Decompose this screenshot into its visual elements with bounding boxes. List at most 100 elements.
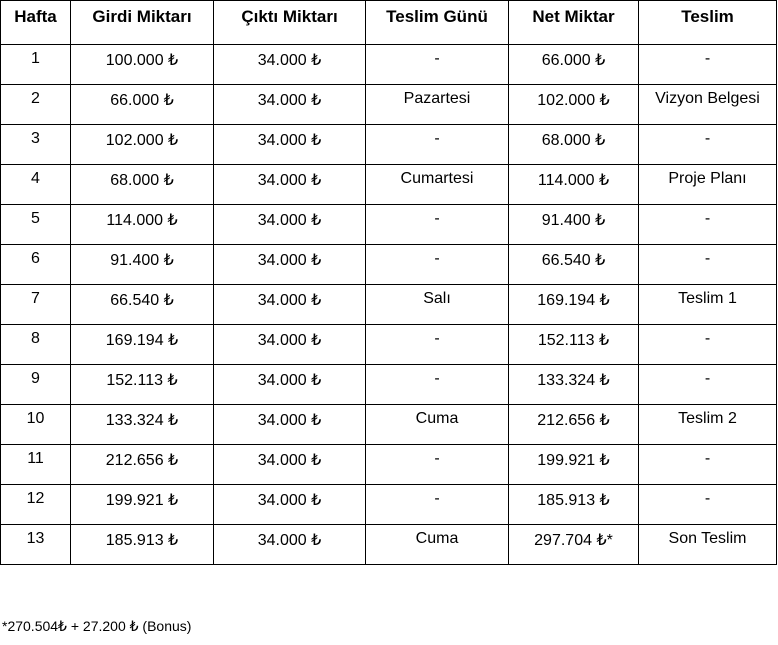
cell-cikti: 34.000 ₺ xyxy=(213,124,366,165)
cell-teslim: - xyxy=(638,484,777,525)
table-row: 5 114.000 ₺ 34.000 ₺ - 91.400 ₺ - xyxy=(0,204,777,245)
cell-girdi: 114.000 ₺ xyxy=(70,204,214,245)
header-cikti-miktari: Çıktı Miktarı xyxy=(213,0,366,45)
cell-hafta: 10 xyxy=(0,404,71,445)
cell-cikti: 34.000 ₺ xyxy=(213,164,366,205)
cell-cikti: 34.000 ₺ xyxy=(213,324,366,365)
cell-teslim-gunu: - xyxy=(365,124,509,165)
cell-teslim: Son Teslim xyxy=(638,524,777,565)
cell-teslim: - xyxy=(638,124,777,165)
cell-cikti: 34.000 ₺ xyxy=(213,444,366,485)
cell-teslim-gunu: Salı xyxy=(365,284,509,325)
cell-cikti: 34.000 ₺ xyxy=(213,484,366,525)
cell-hafta: 7 xyxy=(0,284,71,325)
cell-teslim-gunu: - xyxy=(365,324,509,365)
table-row: 2 66.000 ₺ 34.000 ₺ Pazartesi 102.000 ₺ … xyxy=(0,84,777,125)
cell-net: 152.113 ₺ xyxy=(508,324,639,365)
cell-cikti: 34.000 ₺ xyxy=(213,44,366,85)
cell-girdi: 133.324 ₺ xyxy=(70,404,214,445)
table-row: 11 212.656 ₺ 34.000 ₺ - 199.921 ₺ - xyxy=(0,444,777,485)
cell-hafta: 9 xyxy=(0,364,71,405)
cell-net: 102.000 ₺ xyxy=(508,84,639,125)
cell-teslim-gunu: Cuma xyxy=(365,524,509,565)
table-row: 10 133.324 ₺ 34.000 ₺ Cuma 212.656 ₺ Tes… xyxy=(0,404,777,445)
cell-girdi: 68.000 ₺ xyxy=(70,164,214,205)
cell-net: 66.000 ₺ xyxy=(508,44,639,85)
cell-hafta: 12 xyxy=(0,484,71,525)
cell-teslim-gunu: - xyxy=(365,44,509,85)
cell-teslim-gunu: Cuma xyxy=(365,404,509,445)
header-net-miktar: Net Miktar xyxy=(508,0,639,45)
cell-girdi: 199.921 ₺ xyxy=(70,484,214,525)
cell-hafta: 2 xyxy=(0,84,71,125)
cell-cikti: 34.000 ₺ xyxy=(213,284,366,325)
cell-net: 297.704 ₺* xyxy=(508,524,639,565)
table-row: 3 102.000 ₺ 34.000 ₺ - 68.000 ₺ - xyxy=(0,124,777,165)
cell-cikti: 34.000 ₺ xyxy=(213,404,366,445)
table-row: 6 91.400 ₺ 34.000 ₺ - 66.540 ₺ - xyxy=(0,244,777,285)
cell-net: 114.000 ₺ xyxy=(508,164,639,205)
cell-teslim-gunu: Cumartesi xyxy=(365,164,509,205)
cell-net: 212.656 ₺ xyxy=(508,404,639,445)
header-girdi-miktari: Girdi Miktarı xyxy=(70,0,214,45)
cell-teslim-gunu: - xyxy=(365,204,509,245)
cell-net: 91.400 ₺ xyxy=(508,204,639,245)
cell-teslim-gunu: - xyxy=(365,444,509,485)
cell-teslim-gunu: - xyxy=(365,364,509,405)
cell-girdi: 91.400 ₺ xyxy=(70,244,214,285)
cell-cikti: 34.000 ₺ xyxy=(213,84,366,125)
header-teslim: Teslim xyxy=(638,0,777,45)
cell-cikti: 34.000 ₺ xyxy=(213,244,366,285)
cell-girdi: 185.913 ₺ xyxy=(70,524,214,565)
cell-hafta: 1 xyxy=(0,44,71,85)
cell-teslim: Vizyon Belgesi xyxy=(638,84,777,125)
cell-hafta: 5 xyxy=(0,204,71,245)
cell-girdi: 169.194 ₺ xyxy=(70,324,214,365)
cell-cikti: 34.000 ₺ xyxy=(213,364,366,405)
table-body: 1 100.000 ₺ 34.000 ₺ - 66.000 ₺ - 2 66.0… xyxy=(0,44,777,565)
cell-hafta: 13 xyxy=(0,524,71,565)
cell-net: 68.000 ₺ xyxy=(508,124,639,165)
cell-hafta: 11 xyxy=(0,444,71,485)
cell-teslim: - xyxy=(638,444,777,485)
cell-cikti: 34.000 ₺ xyxy=(213,524,366,565)
cell-hafta: 8 xyxy=(0,324,71,365)
cell-girdi: 66.000 ₺ xyxy=(70,84,214,125)
footnote: *270.504₺ + 27.200 ₺ (Bonus) xyxy=(2,618,192,634)
cell-cikti: 34.000 ₺ xyxy=(213,204,366,245)
cell-teslim-gunu: - xyxy=(365,244,509,285)
cell-teslim: - xyxy=(638,204,777,245)
cell-teslim: - xyxy=(638,364,777,405)
cell-teslim: - xyxy=(638,324,777,365)
cell-teslim: Teslim 2 xyxy=(638,404,777,445)
cell-teslim: Teslim 1 xyxy=(638,284,777,325)
cell-net: 133.324 ₺ xyxy=(508,364,639,405)
cell-girdi: 152.113 ₺ xyxy=(70,364,214,405)
table-row: 13 185.913 ₺ 34.000 ₺ Cuma 297.704 ₺* So… xyxy=(0,524,777,565)
cell-net: 66.540 ₺ xyxy=(508,244,639,285)
cell-net: 169.194 ₺ xyxy=(508,284,639,325)
table-header-row: Hafta Girdi Miktarı Çıktı Miktarı Teslim… xyxy=(0,0,777,45)
cell-teslim: - xyxy=(638,44,777,85)
cell-teslim-gunu: - xyxy=(365,484,509,525)
cell-hafta: 3 xyxy=(0,124,71,165)
cell-hafta: 6 xyxy=(0,244,71,285)
cell-girdi: 102.000 ₺ xyxy=(70,124,214,165)
table-row: 12 199.921 ₺ 34.000 ₺ - 185.913 ₺ - xyxy=(0,484,777,525)
weekly-schedule-table: Hafta Girdi Miktarı Çıktı Miktarı Teslim… xyxy=(0,0,777,565)
cell-teslim: - xyxy=(638,244,777,285)
cell-net: 185.913 ₺ xyxy=(508,484,639,525)
header-teslim-gunu: Teslim Günü xyxy=(365,0,509,45)
cell-hafta: 4 xyxy=(0,164,71,205)
cell-teslim: Proje Planı xyxy=(638,164,777,205)
table-row: 4 68.000 ₺ 34.000 ₺ Cumartesi 114.000 ₺ … xyxy=(0,164,777,205)
cell-girdi: 100.000 ₺ xyxy=(70,44,214,85)
cell-girdi: 212.656 ₺ xyxy=(70,444,214,485)
table-row: 1 100.000 ₺ 34.000 ₺ - 66.000 ₺ - xyxy=(0,44,777,85)
table-row: 7 66.540 ₺ 34.000 ₺ Salı 169.194 ₺ Tesli… xyxy=(0,284,777,325)
cell-girdi: 66.540 ₺ xyxy=(70,284,214,325)
cell-teslim-gunu: Pazartesi xyxy=(365,84,509,125)
header-hafta: Hafta xyxy=(0,0,71,45)
cell-net: 199.921 ₺ xyxy=(508,444,639,485)
table-row: 9 152.113 ₺ 34.000 ₺ - 133.324 ₺ - xyxy=(0,364,777,405)
